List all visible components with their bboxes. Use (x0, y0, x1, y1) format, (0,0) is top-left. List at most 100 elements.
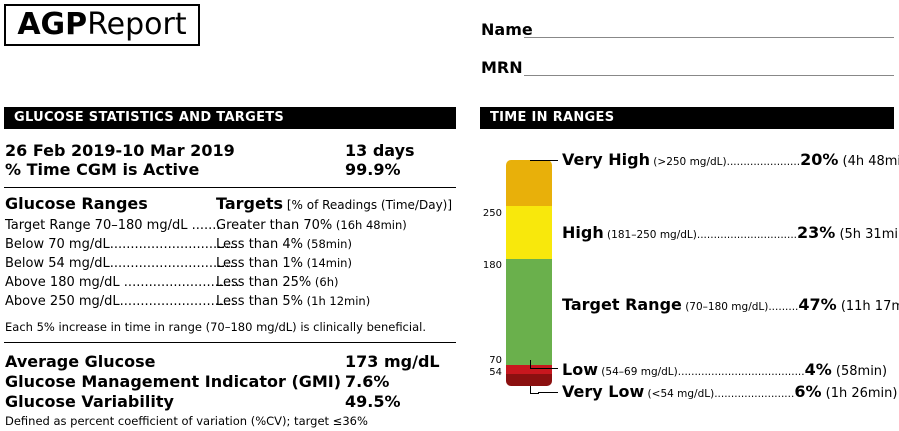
targets-header-label: Targets (216, 194, 284, 213)
very-low-segment (506, 374, 552, 386)
range-time: (1h 12min) (303, 294, 371, 308)
range-percent: 23% (797, 223, 836, 242)
very-low-range: Very Low (<54 mg/dL)....................… (562, 382, 897, 401)
range-time: (1h 26min) (821, 386, 898, 401)
range-dots: ........................ (714, 388, 795, 400)
range-time: (11h 17min) (840, 299, 899, 314)
range-dots: ......... (768, 301, 799, 313)
axis-label-54: 54 (489, 367, 502, 378)
range-time: (58min) (831, 364, 888, 379)
range-percent: 20% (800, 150, 839, 169)
report-title: AGP Report (4, 4, 200, 46)
very-high-range: Very High (>250 mg/dL)..................… (562, 150, 899, 169)
range-dots: ............................... (109, 237, 238, 252)
range-dots: ....... (187, 218, 221, 233)
days-count: 13 days (345, 141, 415, 160)
high-range: High (181–250 mg/dL)....................… (562, 223, 899, 242)
table-row: Above 250 mg/dL.........................… (5, 292, 235, 311)
target-segment (506, 259, 552, 365)
table-row-target: Less than 4% (58min) (216, 235, 352, 254)
targets-header: Targets [% of Readings (Time/Day)] (216, 194, 452, 215)
glucose-ranges-header: Glucose Ranges (5, 194, 148, 213)
table-row: Above 180 mg/dL ........................… (5, 273, 240, 292)
range-time: (16h 48min) (332, 218, 407, 232)
axis-label-250: 250 (482, 208, 502, 219)
high-segment (506, 206, 552, 259)
range-label: Low (562, 360, 598, 379)
targets-subheader: [% of Readings (Time/Day)] (283, 198, 453, 212)
range-name: Above 250 mg/dL (5, 294, 120, 309)
table-row: Target Range 70–180 mg/dL ....... (5, 216, 221, 235)
axis-label-180: 180 (482, 260, 502, 271)
divider (4, 187, 456, 188)
avg-glucose-value: 173 mg/dL (345, 352, 440, 371)
very-high-connector (530, 160, 558, 161)
name-field (524, 37, 894, 38)
range-label: Very Low (562, 382, 645, 401)
gmi-value: 7.6% (345, 372, 390, 391)
name-label: Name (481, 20, 533, 39)
range-target: Less than 4% (216, 237, 303, 252)
range-target: Less than 5% (216, 294, 303, 309)
table-row: Below 54 mg/dL..........................… (5, 254, 238, 273)
table-row: Below 70 mg/dL..........................… (5, 235, 238, 254)
low-segment (506, 365, 552, 374)
avg-glucose-label: Average Glucose (5, 352, 156, 371)
range-percent: 4% (804, 360, 832, 379)
range-dots: ............................ (119, 275, 240, 290)
mrn-field (524, 75, 894, 76)
range-time: (4h 48min) (842, 154, 899, 169)
variability-value: 49.5% (345, 392, 401, 411)
cgm-active-label: % Time CGM is Active (5, 160, 200, 179)
divider (4, 342, 456, 343)
range-desc: (54–69 mg/dL) (597, 366, 678, 378)
target-range: Target Range (70–180 mg/dL).........47% … (562, 295, 899, 314)
range-time: (14min) (303, 256, 352, 270)
range-dots: ...................... (726, 156, 801, 168)
range-desc: (181–250 mg/dL) (603, 229, 697, 241)
table-row-target: Less than 25% (6h) (216, 273, 339, 292)
cgm-active-value: 99.9% (345, 160, 401, 179)
table-row-target: Greater than 70% (16h 48min) (216, 216, 407, 235)
variability-note: Defined as percent coefficient of variat… (5, 414, 368, 428)
range-target: Less than 1% (216, 256, 303, 271)
range-time: (5h 31min) (839, 227, 899, 242)
tir-section-header: TIME IN RANGES (480, 107, 894, 129)
table-row-target: Less than 5% (1h 12min) (216, 292, 370, 311)
table-row-target: Less than 1% (14min) (216, 254, 352, 273)
very-low-connector-v (530, 386, 539, 394)
range-dots: .............................. (696, 229, 798, 241)
increase-note: Each 5% increase in time in range (70–18… (5, 320, 426, 334)
range-desc: (>250 mg/dL) (649, 156, 727, 168)
low-connector (530, 368, 558, 369)
range-target: Less than 25% (216, 275, 312, 290)
mrn-label: MRN (481, 58, 523, 77)
range-label: Target Range (562, 295, 682, 314)
report-title-rest: Report (87, 7, 187, 42)
range-time: (6h) (311, 275, 339, 289)
range-time: (58min) (303, 237, 352, 251)
range-percent: 47% (798, 295, 837, 314)
range-name: Below 54 mg/dL (5, 256, 110, 271)
range-dots: ............................ (119, 294, 236, 309)
very-low-connector (538, 392, 558, 393)
range-desc: (70–180 mg/dL) (681, 301, 769, 313)
range-name: Target Range 70–180 mg/dL (5, 218, 188, 233)
range-percent: 6% (794, 382, 822, 401)
date-range: 26 Feb 2019-10 Mar 2019 (5, 141, 235, 160)
low-connector-v (530, 360, 531, 369)
low-range: Low (54–69 mg/dL).......................… (562, 360, 887, 379)
range-name: Below 70 mg/dL (5, 237, 110, 252)
gmi-label: Glucose Management Indicator (GMI) (5, 372, 342, 391)
very-high-segment (506, 160, 552, 206)
report-title-bold: AGP (17, 7, 88, 42)
range-desc: (<54 mg/dL) (644, 388, 715, 400)
range-label: High (562, 223, 604, 242)
axis-label-70: 70 (489, 355, 502, 366)
range-dots: ...................................... (677, 366, 805, 378)
variability-label: Glucose Variability (5, 392, 174, 411)
stats-section-header: GLUCOSE STATISTICS AND TARGETS (4, 107, 456, 129)
range-target: Greater than 70% (216, 218, 333, 233)
range-label: Very High (562, 150, 650, 169)
range-name: Above 180 mg/dL (5, 275, 120, 290)
